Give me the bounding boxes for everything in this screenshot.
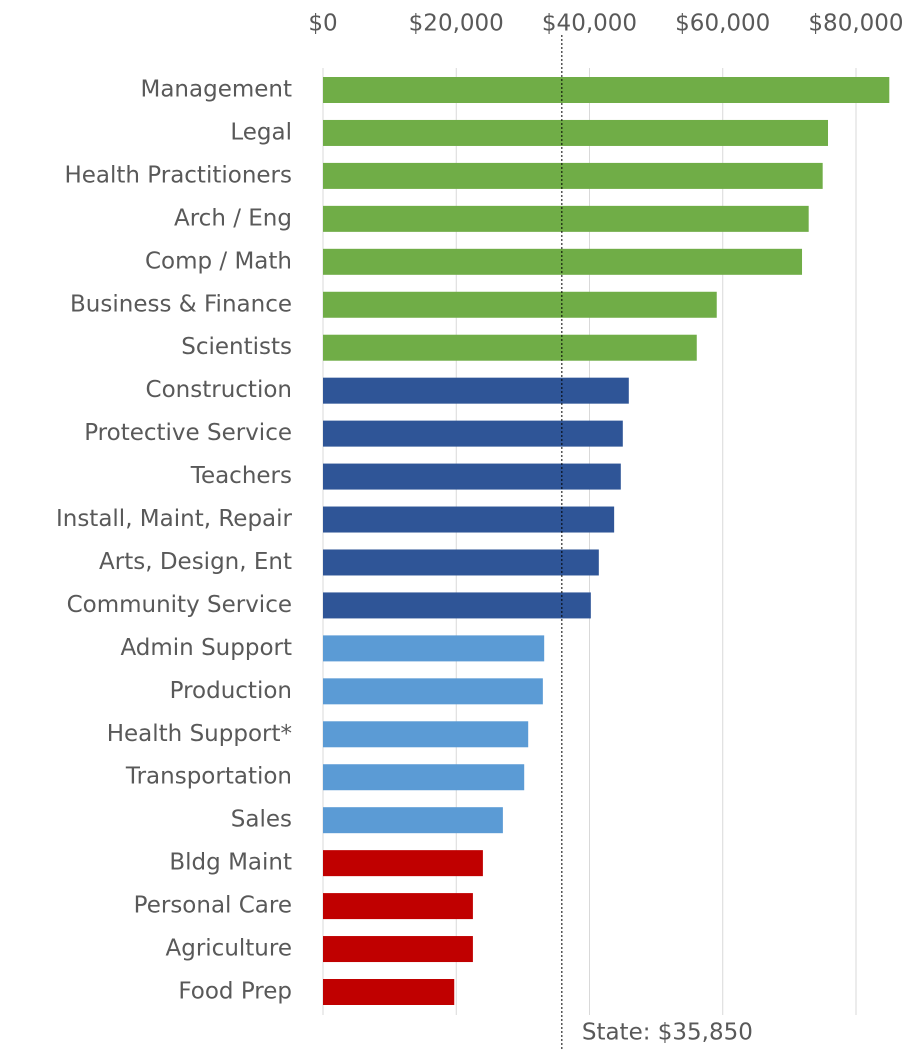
reference-label: State: $35,850	[582, 1020, 753, 1046]
x-tick-label: $20,000	[409, 11, 504, 37]
bar	[323, 764, 525, 791]
y-tick-label: Install, Maint, Repair	[56, 506, 293, 532]
y-tick-label: Production	[170, 678, 292, 704]
y-tick-label: Agriculture	[166, 936, 293, 962]
bar	[323, 506, 615, 533]
bar	[323, 119, 829, 146]
y-tick-label: Management	[140, 77, 292, 103]
x-tick-label: $40,000	[542, 11, 637, 37]
y-tick-label: Bldg Maint	[169, 850, 292, 876]
bar	[323, 678, 543, 705]
bar	[323, 377, 629, 404]
y-tick-label: Legal	[230, 119, 292, 145]
bar	[323, 936, 473, 963]
x-tick-label: $60,000	[675, 11, 770, 37]
y-tick-label: Personal Care	[134, 893, 292, 919]
y-tick-label: Protective Service	[84, 420, 292, 446]
y-tick-label: Comp / Math	[145, 248, 292, 274]
y-tick-label: Business & Finance	[70, 291, 292, 317]
bar	[323, 77, 890, 103]
y-tick-label: Food Prep	[178, 979, 292, 1005]
y-tick-label: Teachers	[190, 463, 292, 489]
bar	[323, 205, 809, 232]
y-tick-label: Health Support*	[107, 721, 292, 747]
y-tick-label: Admin Support	[120, 635, 292, 661]
y-tick-label: Scientists	[181, 334, 292, 360]
y-tick-label: Arts, Design, Ent	[99, 549, 292, 575]
bar	[323, 291, 717, 318]
y-tick-label: Transportation	[125, 764, 292, 790]
y-tick-label: Community Service	[67, 592, 292, 618]
bar	[323, 850, 483, 877]
y-tick-label: Health Practitioners	[64, 162, 292, 188]
bar	[323, 592, 591, 619]
bar	[323, 635, 545, 662]
bar	[323, 549, 599, 576]
y-tick-label: Sales	[231, 807, 292, 833]
bar	[323, 420, 623, 447]
bar	[323, 463, 621, 490]
bar	[323, 162, 823, 189]
bar	[323, 721, 529, 748]
y-tick-label: Arch / Eng	[174, 205, 292, 231]
x-tick-label: $80,000	[808, 11, 903, 37]
bar	[323, 248, 803, 275]
y-tick-label: Construction	[146, 377, 292, 403]
bar	[323, 893, 473, 920]
bar	[323, 334, 697, 361]
x-tick-label: $0	[308, 11, 337, 37]
bar	[323, 979, 455, 1005]
bar	[323, 807, 503, 834]
